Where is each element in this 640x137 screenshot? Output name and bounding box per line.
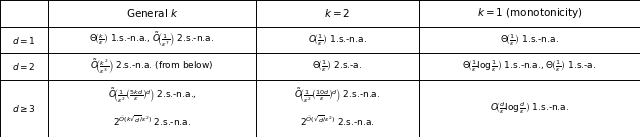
Text: $\Theta\!\left(\frac{1}{\varepsilon}\right)$ 1.s.-n.a.: $\Theta\!\left(\frac{1}{\varepsilon}\rig… [500,32,559,48]
Text: $O\!\left(\frac{d}{\varepsilon}\log\frac{d}{\varepsilon}\right)$ 1.s.-n.a.: $O\!\left(\frac{d}{\varepsilon}\log\frac… [490,101,569,116]
Text: $2^{\tilde{O}(k\sqrt{d}/\varepsilon^2)}$ 2.s.-n.a.: $2^{\tilde{O}(k\sqrt{d}/\varepsilon^2)}$… [113,114,191,128]
Text: $d=2$: $d=2$ [12,61,36,72]
Text: $\Theta\!\left(\frac{1}{\varepsilon}\log\frac{1}{\varepsilon}\right)$ 1.s.-n.a.,: $\Theta\!\left(\frac{1}{\varepsilon}\log… [463,59,596,74]
Text: $O\!\left(\frac{1}{\varepsilon}\right)$ 1.s.-n.a.: $O\!\left(\frac{1}{\varepsilon}\right)$ … [308,32,367,48]
Text: $\tilde{O}\!\left(\frac{1}{\varepsilon^2}\left(\frac{10d}{\varepsilon}\right)^{\: $\tilde{O}\!\left(\frac{1}{\varepsilon^2… [294,87,381,105]
Text: $\Theta\!\left(\frac{1}{\varepsilon}\right)$ 2.s.-a.: $\Theta\!\left(\frac{1}{\varepsilon}\rig… [312,59,363,74]
Text: General $k$: General $k$ [125,7,179,19]
Text: $d\geq 3$: $d\geq 3$ [12,103,36,114]
Text: $k=2$: $k=2$ [324,7,351,19]
Text: $d=1$: $d=1$ [12,35,36,46]
Text: $\tilde{O}\!\left(\frac{1}{\varepsilon^2}\left(\frac{5kd}{\varepsilon}\right)^{\: $\tilde{O}\!\left(\frac{1}{\varepsilon^2… [108,87,196,105]
Text: $\Theta\!\left(\frac{k}{\varepsilon}\right)$ 1.s.-n.a., $\tilde{O}\!\left(\frac{: $\Theta\!\left(\frac{k}{\varepsilon}\rig… [90,31,214,49]
Text: $\tilde{O}\!\left(\frac{k^2}{\varepsilon^3}\right)$ 2.s.-n.a. (from below): $\tilde{O}\!\left(\frac{k^2}{\varepsilon… [90,57,214,76]
Text: $k=1$ (monotonicity): $k=1$ (monotonicity) [477,6,582,20]
Text: $2^{\tilde{O}(\sqrt{d}/\varepsilon^2)}$ 2.s.-n.a.: $2^{\tilde{O}(\sqrt{d}/\varepsilon^2)}$ … [300,114,375,128]
